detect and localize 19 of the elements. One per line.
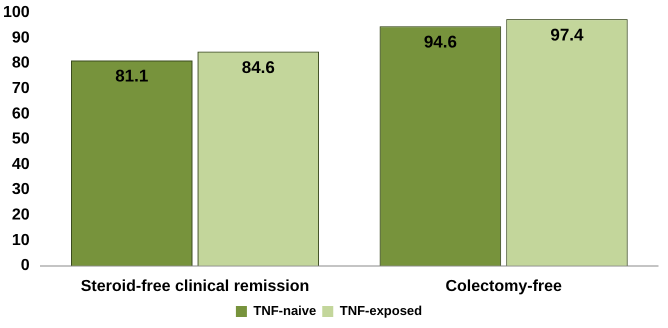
y-tick-label: 50 [12,130,30,148]
y-tick-label: 40 [12,156,30,173]
x-tick-label: Colectomy-free [445,278,562,295]
x-tick-label: Steroid-free clinical remission [80,278,310,295]
data-label: 97.4 [550,25,584,44]
y-tick-label: 60 [12,105,30,122]
data-label: 94.6 [424,32,457,52]
y-tick-label: 70 [12,80,30,97]
legend-label: TNF-naive [253,303,316,318]
y-tick-label: 100 [2,4,30,22]
y-tick-label: 10 [12,232,30,249]
data-label: 84.6 [242,58,275,77]
y-tick-label: 80 [12,54,30,72]
y-tick-label: 0 [20,257,30,274]
y-tick-label: 20 [12,206,30,224]
data-label: 81.1 [115,66,148,86]
y-tick-label: 30 [12,181,30,198]
y-tick-label: 90 [12,29,30,46]
legend-label: TNF-exposed [340,303,422,318]
